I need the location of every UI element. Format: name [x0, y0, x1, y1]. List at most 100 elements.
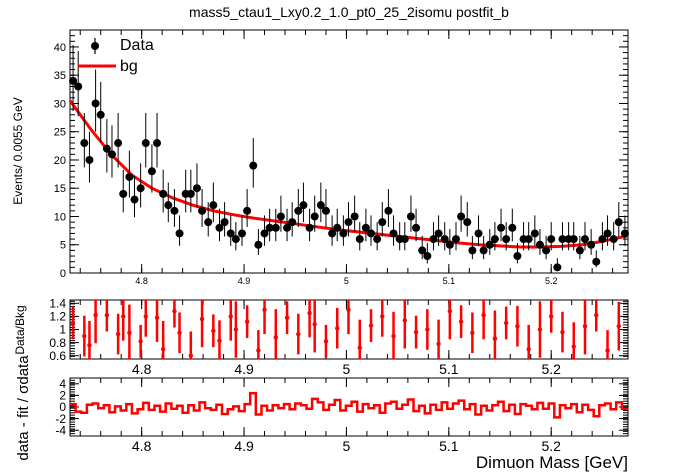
ratio-point: [605, 348, 610, 353]
pull-step-group: [70, 391, 628, 419]
data-point: [406, 212, 415, 221]
data-point: [490, 235, 499, 244]
top-frame: [69, 29, 629, 274]
pull-xtick-label: 5.2: [541, 438, 561, 454]
ratio-point: [312, 322, 317, 327]
data-point: [423, 252, 432, 261]
data-point: [243, 206, 252, 215]
data-point: [136, 184, 145, 193]
data-point: [305, 223, 314, 232]
data-point: [209, 201, 218, 210]
ratio-point: [436, 341, 441, 347]
ratio-point: [160, 346, 166, 352]
top-ytick-label: 25: [54, 127, 66, 139]
ratio-point: [228, 314, 233, 319]
data-point: [91, 99, 100, 108]
ratio-ytick-label: 0.6: [49, 349, 66, 363]
data-point: [321, 206, 330, 215]
top-xtick-label: 5.1: [443, 276, 456, 286]
ratio-point: [458, 319, 464, 324]
data-points-group: [69, 44, 629, 272]
legend: Data bg: [78, 37, 154, 75]
data-point: [530, 229, 539, 238]
ratio-point: [470, 330, 475, 335]
data-point: [153, 139, 162, 148]
data-point: [198, 206, 207, 215]
pull-xtick-label: 4.8: [132, 438, 152, 454]
data-point: [378, 218, 387, 227]
ratio-point: [273, 335, 278, 340]
ratio-xtick-label: 4.9: [234, 361, 254, 377]
data-point: [575, 246, 584, 255]
top-xtick-label: 4.9: [238, 276, 251, 286]
ratio-point: [616, 324, 621, 329]
data-point: [231, 235, 240, 244]
ratio-ytick-label: 0.8: [49, 336, 66, 350]
ratio-point: [284, 315, 290, 320]
data-point: [474, 229, 483, 238]
top-axis-ticks: 0 5 10 15 20 25 30 35 40 4.8 4.9 5 5.1 5.2: [54, 29, 628, 286]
ratio-point: [307, 310, 312, 316]
pull-xtick-label: 5.1: [439, 438, 459, 454]
data-point: [400, 235, 409, 244]
ratio-point: [138, 339, 143, 344]
data-point: [508, 223, 517, 232]
ratio-point: [447, 308, 453, 314]
ratio-point: [492, 336, 498, 341]
pull-ytick-label: 0: [59, 400, 66, 414]
ratio-xtick-label: 5.2: [541, 361, 561, 377]
data-point: [350, 212, 359, 221]
data-point: [603, 229, 612, 238]
data-point: [373, 235, 382, 244]
data-point: [389, 229, 398, 238]
data-point: [125, 172, 134, 181]
data-point: [502, 235, 511, 244]
ratio-point: [121, 314, 126, 319]
x-axis-label: Dimuon Mass [GeV]: [476, 453, 628, 472]
ratio-point: [172, 308, 177, 314]
data-point: [535, 240, 544, 249]
top-xtick-label: 4.8: [135, 276, 148, 286]
data-point: [497, 223, 506, 232]
data-point: [283, 223, 292, 232]
data-point: [592, 257, 601, 266]
top-ytick-label: 0: [60, 268, 66, 280]
pull-xtick-label: 4.9: [234, 438, 254, 454]
data-point: [580, 235, 589, 244]
ratio-ytick-label: 1.4: [49, 296, 66, 310]
data-point: [316, 201, 325, 210]
ratio-point: [127, 330, 132, 335]
data-point: [96, 110, 105, 119]
data-point: [80, 139, 89, 148]
top-ytick-label: 20: [54, 155, 66, 167]
ratio-points-group: [70, 300, 621, 359]
data-point: [186, 189, 195, 198]
data-point: [339, 229, 348, 238]
ratio-point: [594, 312, 599, 318]
pull-ylabel: data - fit / σdata: [15, 355, 32, 461]
ratio-xtick-label: 5: [343, 361, 351, 377]
ratio-point: [70, 320, 76, 326]
ratio-point: [571, 344, 576, 349]
data-point: [215, 223, 224, 232]
data-point: [547, 235, 556, 244]
data-point: [294, 206, 303, 215]
data-point: [74, 82, 83, 91]
data-point: [553, 263, 562, 272]
data-point: [226, 229, 235, 238]
data-point: [119, 189, 128, 198]
pull-step-line: [70, 391, 628, 419]
ratio-point: [526, 346, 531, 352]
data-point: [102, 144, 111, 153]
pull-xtick-label: 5: [343, 438, 351, 454]
ratio-point: [425, 327, 430, 332]
data-point: [542, 246, 551, 255]
ratio-point: [262, 307, 267, 313]
data-point: [598, 235, 607, 244]
ratio-point: [211, 328, 216, 334]
data-point: [609, 235, 618, 244]
